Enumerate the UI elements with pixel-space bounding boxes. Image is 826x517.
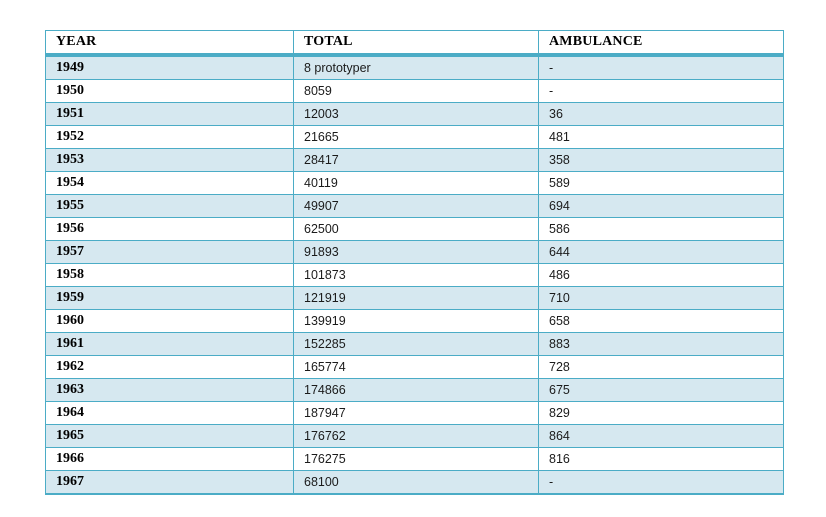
ambulance-cell: 694: [538, 194, 784, 218]
year-cell: 1966: [45, 447, 294, 471]
total-cell: 12003: [293, 102, 539, 126]
ambulance-cell: 589: [538, 171, 784, 195]
total-cell: 121919: [293, 286, 539, 310]
ambulance-cell: 816: [538, 447, 784, 471]
total-cell: 152285: [293, 332, 539, 356]
ambulance-cell: 644: [538, 240, 784, 264]
total-cell: 8059: [293, 79, 539, 103]
year-cell: 1950: [45, 79, 294, 103]
total-cell: 101873: [293, 263, 539, 287]
ambulance-cell: 675: [538, 378, 784, 402]
ambulance-cell: 481: [538, 125, 784, 149]
ambulance-cell: -: [538, 470, 784, 495]
table-row: 1963 174866 675: [45, 378, 784, 402]
table-row: 1962 165774 728: [45, 355, 784, 379]
ambulance-cell: 358: [538, 148, 784, 172]
column-header-ambulance: AMBULANCE: [538, 30, 784, 57]
column-header-total: TOTAL: [293, 30, 539, 57]
year-cell: 1954: [45, 171, 294, 195]
ambulance-cell: 883: [538, 332, 784, 356]
table-row: 1955 49907 694: [45, 194, 784, 218]
year-cell: 1961: [45, 332, 294, 356]
year-cell: 1957: [45, 240, 294, 264]
ambulance-cell: 36: [538, 102, 784, 126]
table-row: 1967 68100 -: [45, 470, 784, 495]
year-cell: 1959: [45, 286, 294, 310]
year-cell: 1951: [45, 102, 294, 126]
total-cell: 28417: [293, 148, 539, 172]
ambulance-cell: -: [538, 54, 784, 80]
year-cell: 1955: [45, 194, 294, 218]
total-cell: 68100: [293, 470, 539, 495]
year-cell: 1956: [45, 217, 294, 241]
total-cell: 91893: [293, 240, 539, 264]
table-row: 1965 176762 864: [45, 424, 784, 448]
table-row: 1964 187947 829: [45, 401, 784, 425]
table-row: 1961 152285 883: [45, 332, 784, 356]
total-cell: 49907: [293, 194, 539, 218]
ambulance-cell: 864: [538, 424, 784, 448]
ambulance-cell: 829: [538, 401, 784, 425]
header-row: YEAR TOTAL AMBULANCE: [45, 30, 784, 57]
year-cell: 1953: [45, 148, 294, 172]
total-cell: 165774: [293, 355, 539, 379]
ambulance-cell: 658: [538, 309, 784, 333]
table-row: 1951 12003 36: [45, 102, 784, 126]
table-row: 1953 28417 358: [45, 148, 784, 172]
year-cell: 1962: [45, 355, 294, 379]
table-row: 1954 40119 589: [45, 171, 784, 195]
year-cell: 1960: [45, 309, 294, 333]
ambulance-cell: 486: [538, 263, 784, 287]
total-cell: 40119: [293, 171, 539, 195]
total-cell: 176762: [293, 424, 539, 448]
table-row: 1958 101873 486: [45, 263, 784, 287]
year-cell: 1967: [45, 470, 294, 495]
table-row: 1960 139919 658: [45, 309, 784, 333]
total-cell: 174866: [293, 378, 539, 402]
ambulance-cell: 710: [538, 286, 784, 310]
ambulance-cell: -: [538, 79, 784, 103]
total-cell: 62500: [293, 217, 539, 241]
year-cell: 1949: [45, 54, 294, 80]
year-cell: 1963: [45, 378, 294, 402]
table-row: 1959 121919 710: [45, 286, 784, 310]
total-cell: 176275: [293, 447, 539, 471]
ambulance-cell: 728: [538, 355, 784, 379]
year-cell: 1965: [45, 424, 294, 448]
table-row: 1957 91893 644: [45, 240, 784, 264]
table-row: 1956 62500 586: [45, 217, 784, 241]
table-row: 1966 176275 816: [45, 447, 784, 471]
year-cell: 1958: [45, 263, 294, 287]
ambulance-cell: 586: [538, 217, 784, 241]
column-header-year: YEAR: [45, 30, 294, 57]
vehicle-production-table: YEAR TOTAL AMBULANCE 1949 8 prototyper -…: [45, 30, 784, 495]
table-row: 1949 8 prototyper -: [45, 54, 784, 80]
table-row: 1950 8059 -: [45, 79, 784, 103]
total-cell: 8 prototyper: [293, 54, 539, 80]
table-row: 1952 21665 481: [45, 125, 784, 149]
year-cell: 1952: [45, 125, 294, 149]
year-cell: 1964: [45, 401, 294, 425]
total-cell: 187947: [293, 401, 539, 425]
total-cell: 21665: [293, 125, 539, 149]
total-cell: 139919: [293, 309, 539, 333]
